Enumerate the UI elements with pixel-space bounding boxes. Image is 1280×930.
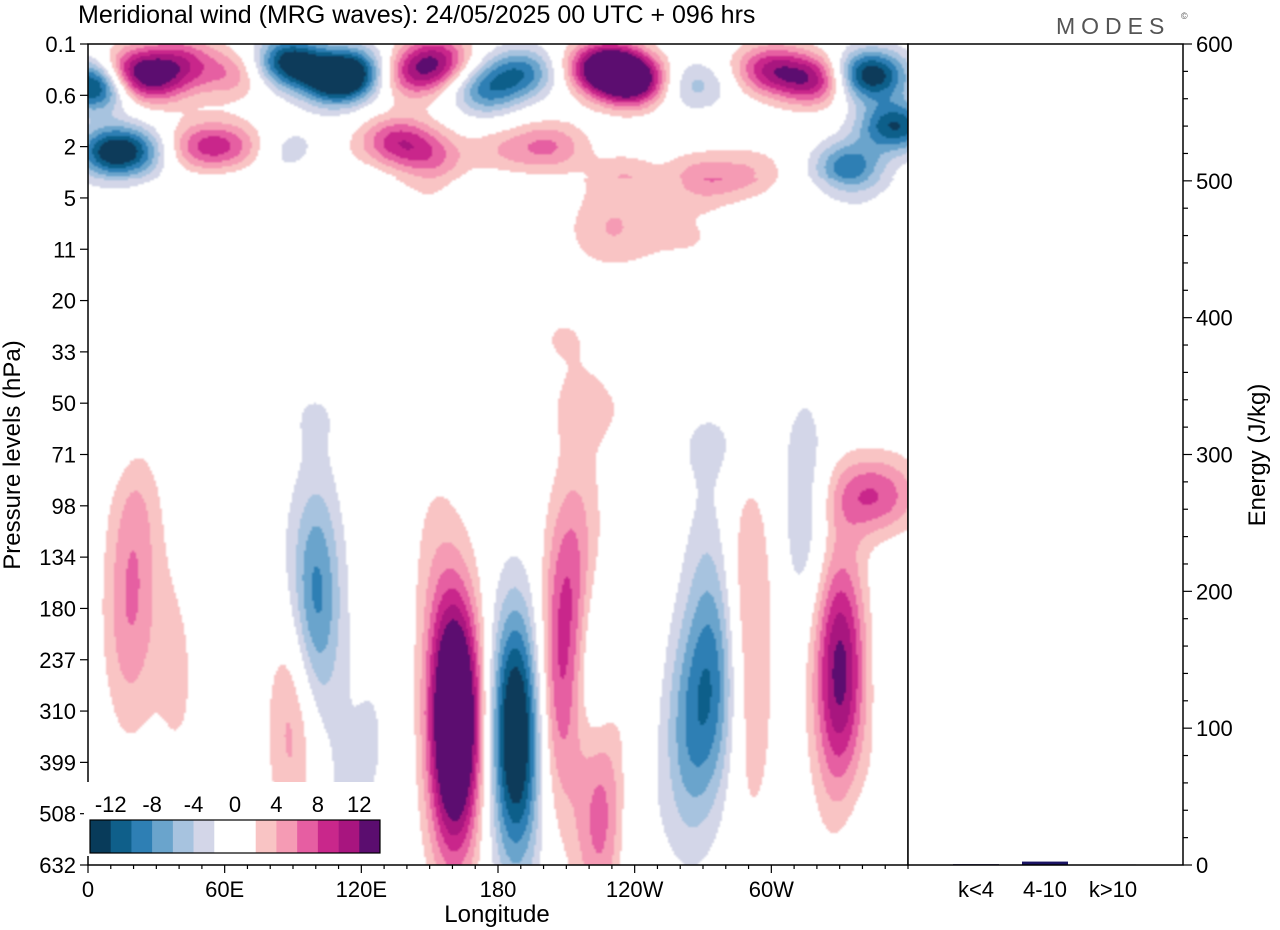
colorbar-swatch <box>255 820 277 853</box>
y-tick-label: 33 <box>52 340 76 365</box>
colorbar-legend: -12 -8 -4 0 4 8 12 <box>84 782 390 856</box>
colorbar-swatch <box>110 820 132 853</box>
y-tick-label: 0.1 <box>45 32 76 57</box>
energy-tick-label: 600 <box>1196 32 1233 57</box>
y-tick-label: 310 <box>39 699 76 724</box>
longitude-axis: 0 60E 120E 180 120W 60W <box>82 865 909 902</box>
colorbar-swatch <box>297 820 319 853</box>
colorbar-swatch <box>317 820 339 853</box>
colorbar-label: 12 <box>347 792 371 817</box>
x-axis-label: Longitude <box>444 901 549 928</box>
wind-field-image <box>88 44 908 865</box>
x-tick-label: 120E <box>336 877 387 902</box>
y-tick-label: 11 <box>53 237 76 262</box>
y-tick-label: 399 <box>39 750 76 775</box>
energy-panel: 0 100 200 300 400 500 600 k<4 4-10 k>10 Energy (… <box>907 32 1271 902</box>
x-tick-label: 180 <box>480 877 517 902</box>
colorbar-frame <box>89 819 381 854</box>
colorbar-label: -12 <box>95 792 127 817</box>
brand-name: MODES <box>1056 13 1170 39</box>
y-tick-label: 5 <box>64 186 76 211</box>
energy-axis: 0 100 200 300 400 500 600 <box>1183 32 1233 878</box>
energy-tick-label: 400 <box>1196 306 1233 331</box>
y-tick-label: 2 <box>64 135 76 160</box>
colorbar-label: -8 <box>142 792 162 817</box>
colorbar-swatch <box>214 820 236 853</box>
colorbar-swatch <box>235 820 257 853</box>
energy-background <box>908 44 1183 865</box>
y-tick-label: 20 <box>52 289 76 314</box>
y-tick-label: 180 <box>39 596 76 621</box>
colorbar-swatch <box>276 820 298 853</box>
energy-tick-label: 200 <box>1196 579 1233 604</box>
energy-tick-label: 0 <box>1196 853 1208 878</box>
y-tick-label: 71 <box>52 443 76 468</box>
y-tick-label: 50 <box>52 391 76 416</box>
x-tick-label: 120W <box>606 877 664 902</box>
colorbar-swatch <box>90 820 112 853</box>
energy-tick-label: 100 <box>1196 716 1233 741</box>
y-tick-label: 508 <box>39 802 76 827</box>
energy-axis-label: Energy (J/kg) <box>1244 384 1271 527</box>
x-tick-label: 60W <box>749 877 794 902</box>
heatmap-panel: 0.1 0.6 2 5 11 20 33 50 71 98 134 180 237 310 399 508 63… <box>0 32 909 928</box>
pressure-axis: 0.1 0.6 2 5 11 20 33 50 71 98 134 180 237 310 399 508 63… <box>39 32 88 878</box>
colorbar-swatch <box>152 820 174 853</box>
energy-tick-label: 500 <box>1196 169 1233 194</box>
colorbar-label: 0 <box>229 792 241 817</box>
colorbar-label: -4 <box>184 792 204 817</box>
colorbar-label: 4 <box>270 792 282 817</box>
y-tick-label: 0.6 <box>45 83 76 108</box>
wavenumber-label: 4-10 <box>1023 877 1067 902</box>
y-axis-label: Pressure levels (hPa) <box>0 340 26 569</box>
wavenumber-label: k<4 <box>958 877 994 902</box>
energy-tick-label: 300 <box>1196 443 1233 468</box>
chart-title: Meridional wind (MRG waves): 24/05/2025 … <box>78 1 755 29</box>
y-tick-label: 134 <box>39 545 76 570</box>
colorbar-swatch <box>359 820 381 853</box>
colorbar-swatch <box>172 820 194 853</box>
y-tick-label: 98 <box>52 494 76 519</box>
x-tick-label: 60E <box>205 877 244 902</box>
energy-bar <box>1022 861 1068 865</box>
y-tick-label: 237 <box>39 648 76 673</box>
wavenumber-axis: k<4 4-10 k>10 <box>958 877 1137 902</box>
brand-mark: © <box>1181 11 1188 21</box>
colorbar-swatch <box>131 820 153 853</box>
y-tick-label: 632 <box>39 853 76 878</box>
x-tick-label: 0 <box>82 877 94 902</box>
colorbar-swatch <box>338 820 360 853</box>
colorbar-label: 8 <box>312 792 324 817</box>
wavenumber-label: k>10 <box>1089 877 1137 902</box>
brand-logo: MODES © <box>1056 11 1188 39</box>
colorbar-swatch <box>193 820 215 853</box>
